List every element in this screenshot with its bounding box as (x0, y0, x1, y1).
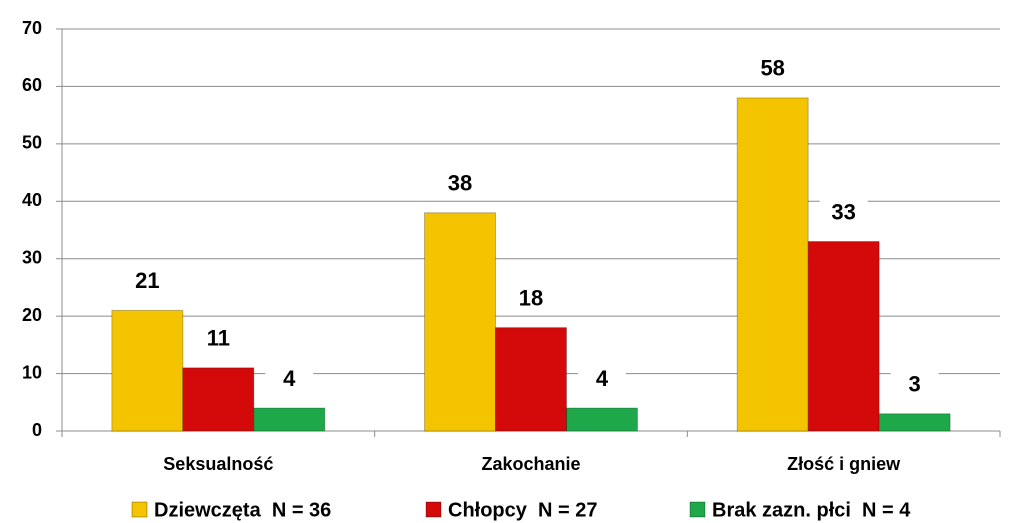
bar (253, 407, 326, 432)
y-tick-label: 30 (22, 247, 42, 267)
x-tick-label: Zakochanie (481, 454, 580, 474)
bar (736, 97, 809, 432)
data-label: 21 (135, 268, 159, 293)
label-bg (194, 322, 243, 355)
y-tick-label: 40 (22, 190, 42, 210)
y-tick-label: 50 (22, 133, 42, 153)
data-label: 18 (519, 285, 543, 310)
label-bg (265, 363, 314, 396)
x-tick-label: Seksualność (163, 454, 273, 474)
legend-label: Dziewczęta N = 36 (154, 499, 331, 521)
bar (807, 240, 880, 432)
bar (111, 309, 184, 432)
data-label: 3 (909, 372, 921, 397)
legend-swatch (425, 501, 442, 518)
legend-swatch (131, 501, 148, 518)
y-tick-label: 10 (22, 362, 42, 382)
bar (495, 327, 567, 432)
legend-swatch (689, 501, 706, 518)
bar (878, 413, 951, 432)
label-bg (507, 282, 555, 315)
label-bg (819, 196, 868, 229)
bar (424, 212, 497, 432)
data-label: 38 (448, 171, 472, 196)
label-bg (890, 368, 939, 401)
y-tick-label: 0 (32, 420, 42, 440)
x-tick-label: Złość i gniew (787, 454, 901, 474)
legend-label: Chłopcy N = 27 (448, 499, 598, 521)
y-tick-label: 20 (22, 305, 42, 325)
bar (565, 407, 638, 432)
label-bg (123, 265, 172, 298)
y-tick-label: 60 (22, 75, 42, 95)
legend-label: Brak zazn. płci N = 4 (712, 499, 911, 521)
y-tick-label: 70 (22, 18, 42, 38)
data-label: 4 (596, 366, 609, 391)
data-label: 4 (283, 366, 296, 391)
label-bg (577, 363, 626, 396)
data-label: 11 (207, 326, 230, 351)
label-bg (436, 167, 485, 200)
data-label: 58 (760, 56, 784, 81)
label-bg (748, 52, 797, 85)
data-label: 33 (831, 199, 855, 224)
bar (182, 367, 255, 432)
